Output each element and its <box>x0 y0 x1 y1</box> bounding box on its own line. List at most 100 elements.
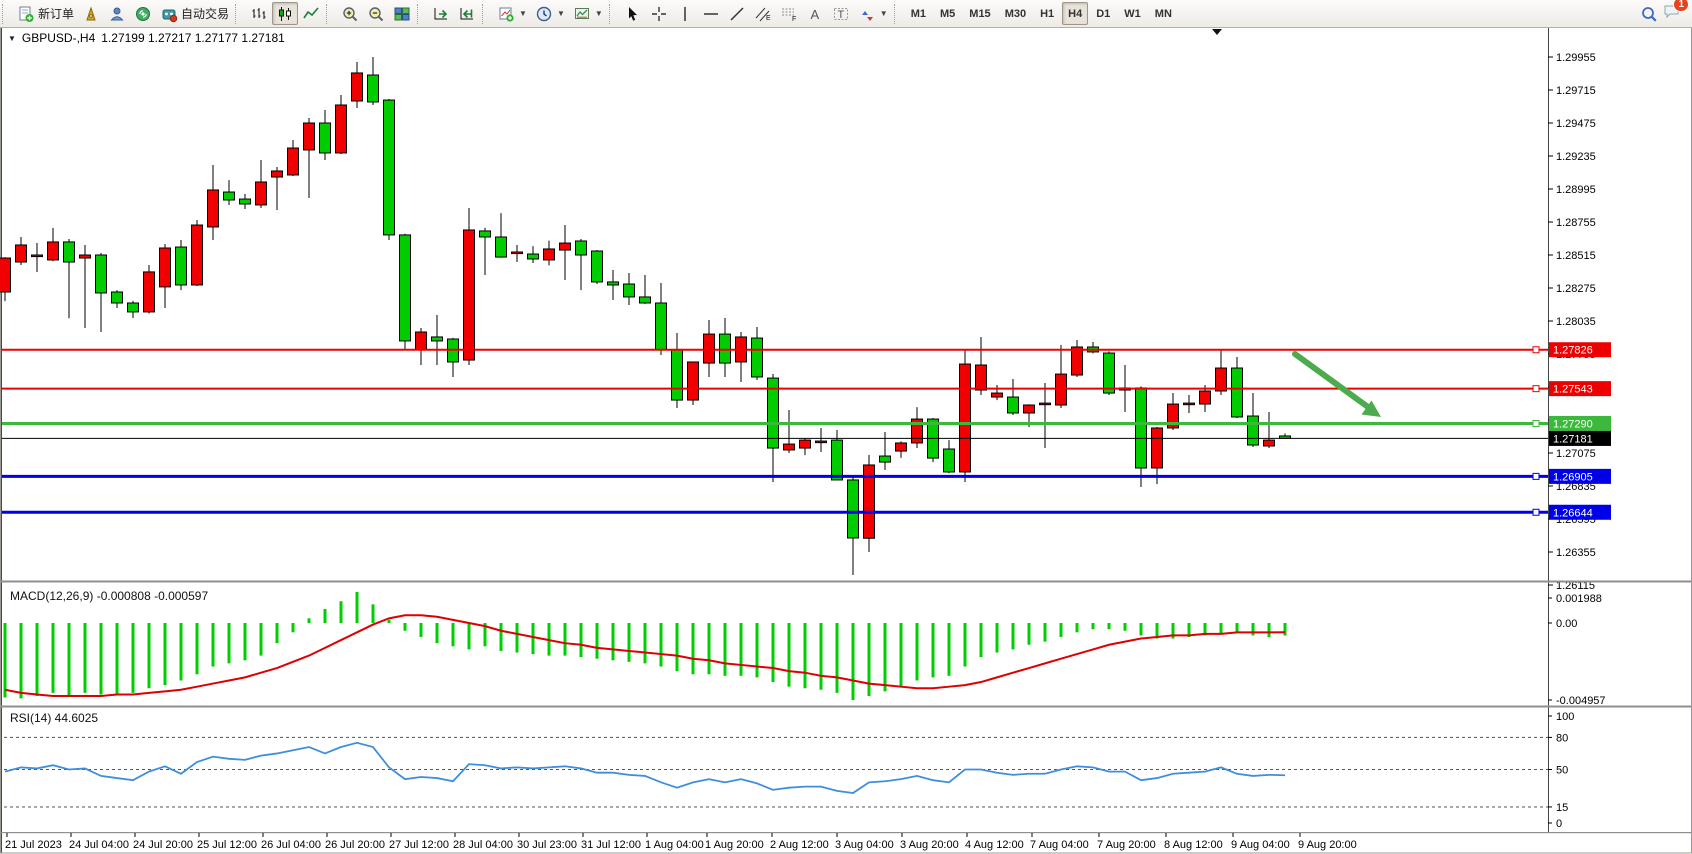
trend-arrow-annotation[interactable] <box>1292 351 1382 418</box>
hline-1.26644[interactable] <box>2 508 1548 516</box>
hline-handle[interactable] <box>1532 419 1540 427</box>
hline-1.27290[interactable] <box>2 419 1548 427</box>
price-tick-label: 1.26355 <box>1556 547 1596 559</box>
toolbar-grip[interactable] <box>326 3 333 24</box>
notifications-button[interactable]: 1 <box>1662 0 1689 25</box>
timeframe-W1[interactable]: W1 <box>1118 2 1147 25</box>
price-label-bg <box>1549 504 1611 520</box>
candle-body <box>751 337 763 378</box>
time-axis[interactable]: 21 Jul 2023 24 Jul 04:00 24 Jul 20:00 25 Ju… <box>5 833 1357 851</box>
indicators-icon <box>499 7 514 22</box>
equidistant-channel-button[interactable]: E <box>750 2 776 25</box>
candle-body <box>495 236 507 258</box>
panel-separator[interactable] <box>1 705 1691 708</box>
search-button[interactable] <box>1636 2 1662 25</box>
text-label-button[interactable]: T <box>828 2 854 25</box>
text-button[interactable]: A <box>802 2 828 25</box>
timeframe-MN[interactable]: MN <box>1149 2 1178 25</box>
toolbar-grip[interactable] <box>893 3 901 24</box>
signals-button[interactable] <box>130 2 156 25</box>
panel-separator[interactable] <box>1 580 1691 583</box>
new-order-label: 新订单 <box>38 7 75 21</box>
auto-scroll-button[interactable] <box>428 2 454 25</box>
arrows-button[interactable]: ▼ <box>854 2 892 25</box>
vertical-line-button[interactable] <box>672 2 698 25</box>
price-label-text: 1.27290 <box>1553 418 1593 430</box>
time-tick-label: 28 Jul 04:00 <box>453 839 513 851</box>
timeframe-H1[interactable]: H1 <box>1034 2 1060 25</box>
timeframe-M5[interactable]: M5 <box>934 2 961 25</box>
candle <box>1215 350 1227 395</box>
virtual-hosting-button[interactable] <box>104 2 130 25</box>
timeframe-D1[interactable]: D1 <box>1090 2 1116 25</box>
chart-shift-marker-icon[interactable] <box>1212 29 1222 35</box>
dropdown-arrow-icon: ▼ <box>879 9 888 18</box>
arrow-shaft[interactable] <box>1292 351 1371 410</box>
bar-chart-button[interactable] <box>246 2 272 25</box>
candle <box>399 233 411 351</box>
trendline-button[interactable] <box>724 2 750 25</box>
templates-button[interactable]: ▼ <box>569 2 607 25</box>
price-axis[interactable]: 1.29955 1.29715 1.29475 1.29235 1.28995 1.287… <box>1548 52 1611 592</box>
metaeditor-button[interactable] <box>78 2 104 25</box>
price-tick-label: 1.29475 <box>1556 118 1596 130</box>
timeframe-M15[interactable]: M15 <box>963 2 996 25</box>
time-tick-label: 24 Jul 04:00 <box>69 839 129 851</box>
candle-body <box>111 291 123 304</box>
toolbar-grip[interactable] <box>235 3 242 24</box>
price-label-text: 1.27181 <box>1553 433 1593 445</box>
hline-handle[interactable] <box>1532 385 1540 393</box>
crosshair-icon <box>651 6 666 21</box>
rsi-line <box>4 741 1286 794</box>
indicators-button[interactable]: ▼ <box>493 2 531 25</box>
arrow-head[interactable] <box>1361 400 1382 418</box>
hline-1.26905[interactable] <box>2 472 1548 480</box>
line-chart-button[interactable] <box>298 2 324 25</box>
candlestick-chart-button[interactable] <box>272 2 299 25</box>
rsi-tick-label: 100 <box>1556 711 1574 723</box>
hline-1.27543[interactable] <box>2 385 1548 393</box>
svg-text:E: E <box>766 15 771 22</box>
tile-windows-button[interactable] <box>389 2 415 25</box>
zoom-in-button[interactable] <box>337 2 363 25</box>
hline-handle[interactable] <box>1532 508 1540 516</box>
symbol-dropdown-icon[interactable]: ▼ <box>8 33 16 43</box>
candle-body <box>239 198 251 205</box>
periods-button[interactable]: ▼ <box>531 2 569 25</box>
horizontal-line-button[interactable] <box>698 2 724 25</box>
toolbar-grip[interactable] <box>608 3 616 24</box>
zoom-out-button[interactable] <box>363 2 389 25</box>
hline-1.27826[interactable] <box>2 346 1548 354</box>
signals-icon <box>136 6 151 21</box>
candle-body <box>1039 402 1051 406</box>
hline-handle[interactable] <box>1532 346 1540 354</box>
candle-body <box>575 240 587 256</box>
toolbar-grip[interactable] <box>2 3 9 24</box>
time-tick-label: 3 Aug 20:00 <box>900 839 959 851</box>
candle-body <box>639 296 651 304</box>
price-label-text: 1.26644 <box>1553 507 1593 519</box>
vertical-line-icon <box>684 6 686 21</box>
toolbar-grip[interactable] <box>482 3 489 24</box>
time-tick-label: 31 Jul 12:00 <box>581 839 641 851</box>
candle-body <box>1023 404 1035 414</box>
timeframe-M1[interactable]: M1 <box>905 2 932 25</box>
symbol-title: GBPUSD-,H4 <box>21 31 96 45</box>
timeframe-M30[interactable]: M30 <box>999 2 1032 25</box>
auto-trading-button[interactable]: 自动交易 <box>156 2 233 25</box>
candle-body <box>0 257 11 293</box>
cursor-button[interactable] <box>620 2 646 25</box>
toolbar-grip[interactable] <box>417 3 424 24</box>
new-order-button[interactable]: 新订单 <box>13 2 78 25</box>
hline-handle[interactable] <box>1532 472 1540 480</box>
crosshair-button[interactable] <box>646 2 672 25</box>
panel-separator[interactable] <box>1 832 1691 834</box>
chart-shift-button[interactable] <box>454 2 480 25</box>
fibonacci-button[interactable]: F <box>776 2 802 25</box>
candle <box>607 269 619 300</box>
timeframe-H4[interactable]: H4 <box>1062 2 1089 25</box>
candle-body <box>607 281 619 286</box>
candle <box>15 236 27 266</box>
